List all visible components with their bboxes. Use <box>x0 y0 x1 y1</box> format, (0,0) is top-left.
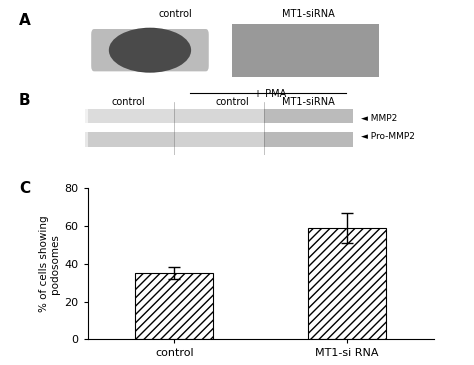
Y-axis label: % of cells showing
podosomes: % of cells showing podosomes <box>39 215 60 312</box>
Bar <box>174 132 264 147</box>
Text: ◄ MMP2: ◄ MMP2 <box>361 114 397 123</box>
Bar <box>85 108 174 123</box>
Text: C: C <box>19 181 30 196</box>
Bar <box>174 108 264 123</box>
FancyBboxPatch shape <box>88 132 353 147</box>
Text: control: control <box>215 97 249 107</box>
Ellipse shape <box>109 28 191 73</box>
Text: B: B <box>19 93 31 108</box>
Text: MT1-siRNA: MT1-siRNA <box>282 97 335 107</box>
Text: MT1-siRNA: MT1-siRNA <box>282 9 335 19</box>
Text: control: control <box>158 9 192 19</box>
Bar <box>308 228 386 339</box>
Bar <box>264 132 353 147</box>
Text: ◄ Pro-MMP2: ◄ Pro-MMP2 <box>361 132 415 141</box>
FancyBboxPatch shape <box>91 29 209 71</box>
Bar <box>85 132 174 147</box>
FancyBboxPatch shape <box>88 108 353 123</box>
Text: control: control <box>111 97 145 107</box>
Bar <box>264 108 353 123</box>
Bar <box>135 273 213 339</box>
Text: + PMA: + PMA <box>254 89 286 99</box>
Bar <box>232 24 379 77</box>
Text: A: A <box>19 13 31 28</box>
